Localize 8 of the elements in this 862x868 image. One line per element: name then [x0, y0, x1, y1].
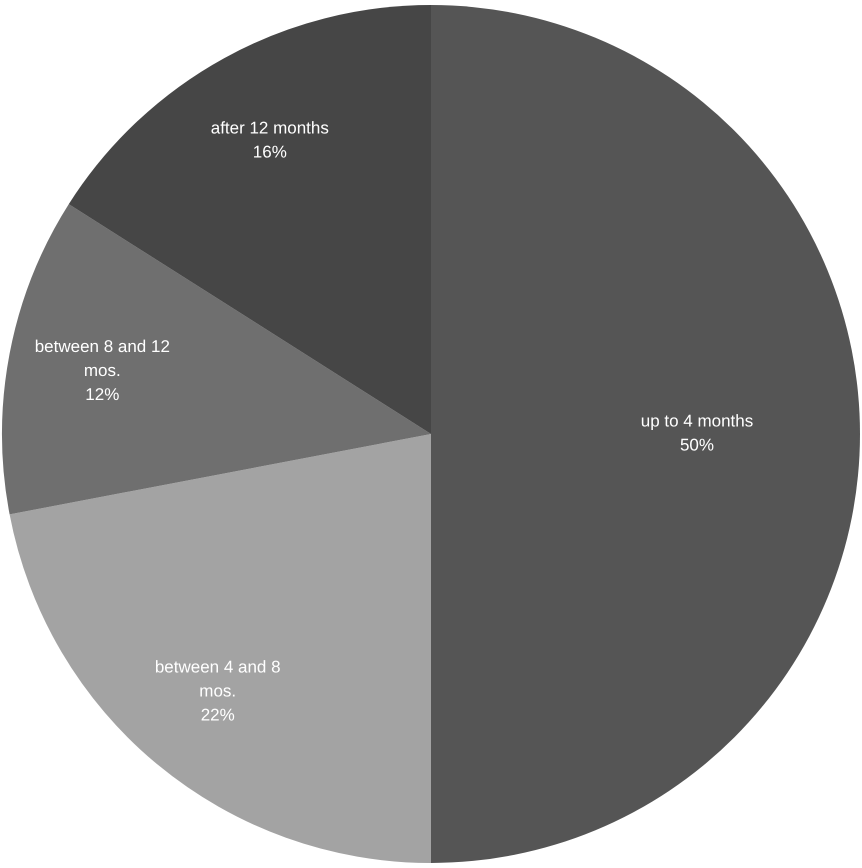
slice-label: between 8 and 12 mos.: [34, 336, 170, 380]
slice-label: after 12 months: [210, 118, 329, 138]
data-label: 50%: [680, 436, 714, 455]
data-label: 16%: [252, 142, 287, 162]
slice-label: between 4 and 8 mos.: [154, 658, 281, 701]
data-label: 12%: [85, 384, 120, 404]
data-label: 22%: [200, 706, 235, 725]
slice-label: up to 4 months: [640, 412, 754, 431]
